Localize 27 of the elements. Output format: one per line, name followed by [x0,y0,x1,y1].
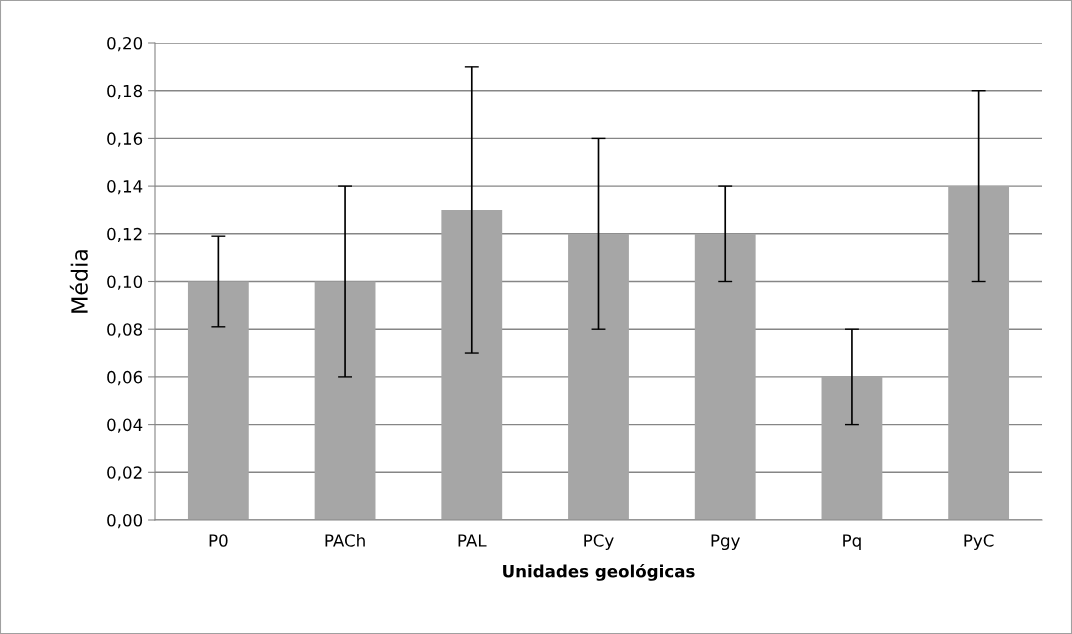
bar [187,281,249,520]
x-tick-label: PyC [964,534,994,551]
y-tick-label: 0,14 [107,180,143,195]
bar [948,186,1010,520]
y-tick-label: 0,06 [107,370,143,386]
bar [314,281,376,520]
y-tick-label: 0,00 [107,513,143,529]
bar [694,233,756,520]
y-tick-label: 0,20 [107,36,143,52]
y-tick-label: 0,18 [107,84,143,99]
bar [821,376,883,520]
x-tick-label: PACh [325,533,365,547]
y-axis-title: Média [69,250,88,313]
x-tick-label: Pgy [711,534,740,551]
x-axis-title: Unidades geológicas [503,563,695,581]
y-tick-label: 0,10 [107,275,143,290]
y-tick-label: 0,08 [107,323,143,338]
x-tick-label: P0 [209,534,228,547]
x-tick-label: Pq [843,534,861,551]
bar [441,209,503,520]
y-tick-label: 0,16 [107,132,143,147]
x-tick-label: PCy [584,534,614,551]
y-tick-label: 0,04 [107,418,143,433]
bar [568,233,629,520]
y-tick-label: 0,02 [107,466,142,481]
x-tick-label: PAL [458,534,487,547]
y-tick-label: 0,12 [107,227,142,243]
